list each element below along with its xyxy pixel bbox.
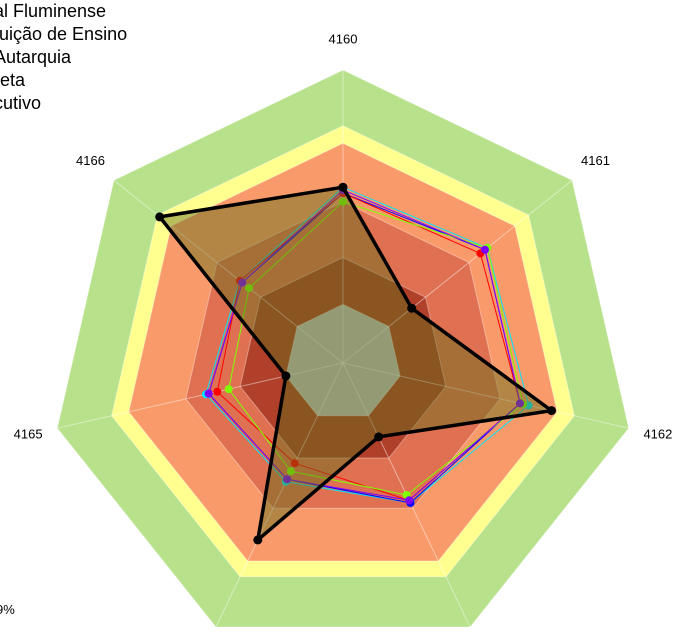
- series-point: [253, 535, 263, 545]
- series-point: [339, 197, 347, 206]
- series-point: [407, 303, 417, 313]
- series-line: [208, 189, 521, 501]
- axis-label: 4165: [14, 426, 43, 441]
- radar-spokes: [57, 70, 629, 628]
- radar-series: [155, 182, 556, 545]
- footer-text: 9%: [0, 602, 15, 617]
- series-point: [286, 467, 295, 476]
- series-point: [224, 385, 233, 394]
- axis-labels: 4160416141624163416441654166: [14, 31, 673, 441]
- series-point: [245, 284, 254, 293]
- series-line: [157, 185, 554, 542]
- series-point: [213, 387, 222, 396]
- series-line: [216, 192, 521, 501]
- legend-item: tuição de Ensino: [0, 24, 128, 44]
- series-point: [516, 399, 525, 408]
- legend-item: cutivo: [0, 93, 42, 113]
- series-line: [228, 201, 524, 496]
- series-point: [374, 432, 384, 442]
- radar-spoke: [215, 362, 344, 628]
- radar-spoke: [342, 362, 629, 429]
- radar-spoke: [57, 362, 344, 429]
- series-line: [205, 186, 530, 504]
- radar-spoke: [342, 179, 573, 364]
- series-point: [405, 496, 414, 505]
- series-point: [547, 406, 556, 416]
- series-point: [281, 371, 291, 381]
- axis-label: 4161: [581, 153, 610, 168]
- series-point: [238, 278, 247, 287]
- series-point: [338, 182, 348, 192]
- radar-band: [285, 303, 401, 417]
- legend: al Fluminense tuição de Ensino Autarquia…: [0, 0, 127, 115]
- axis-label: 4162: [643, 426, 672, 441]
- series-point: [155, 212, 165, 222]
- series-point: [481, 245, 489, 254]
- legend-item: reta: [0, 70, 26, 90]
- axis-label: 4160: [329, 31, 358, 46]
- series-point: [283, 475, 292, 484]
- radar-spoke: [113, 179, 344, 364]
- axis-label: 4166: [76, 153, 105, 168]
- legend-item: Autarquia: [0, 47, 72, 67]
- legend-item: al Fluminense: [0, 1, 107, 21]
- series-point: [204, 389, 213, 398]
- series-point: [290, 459, 299, 468]
